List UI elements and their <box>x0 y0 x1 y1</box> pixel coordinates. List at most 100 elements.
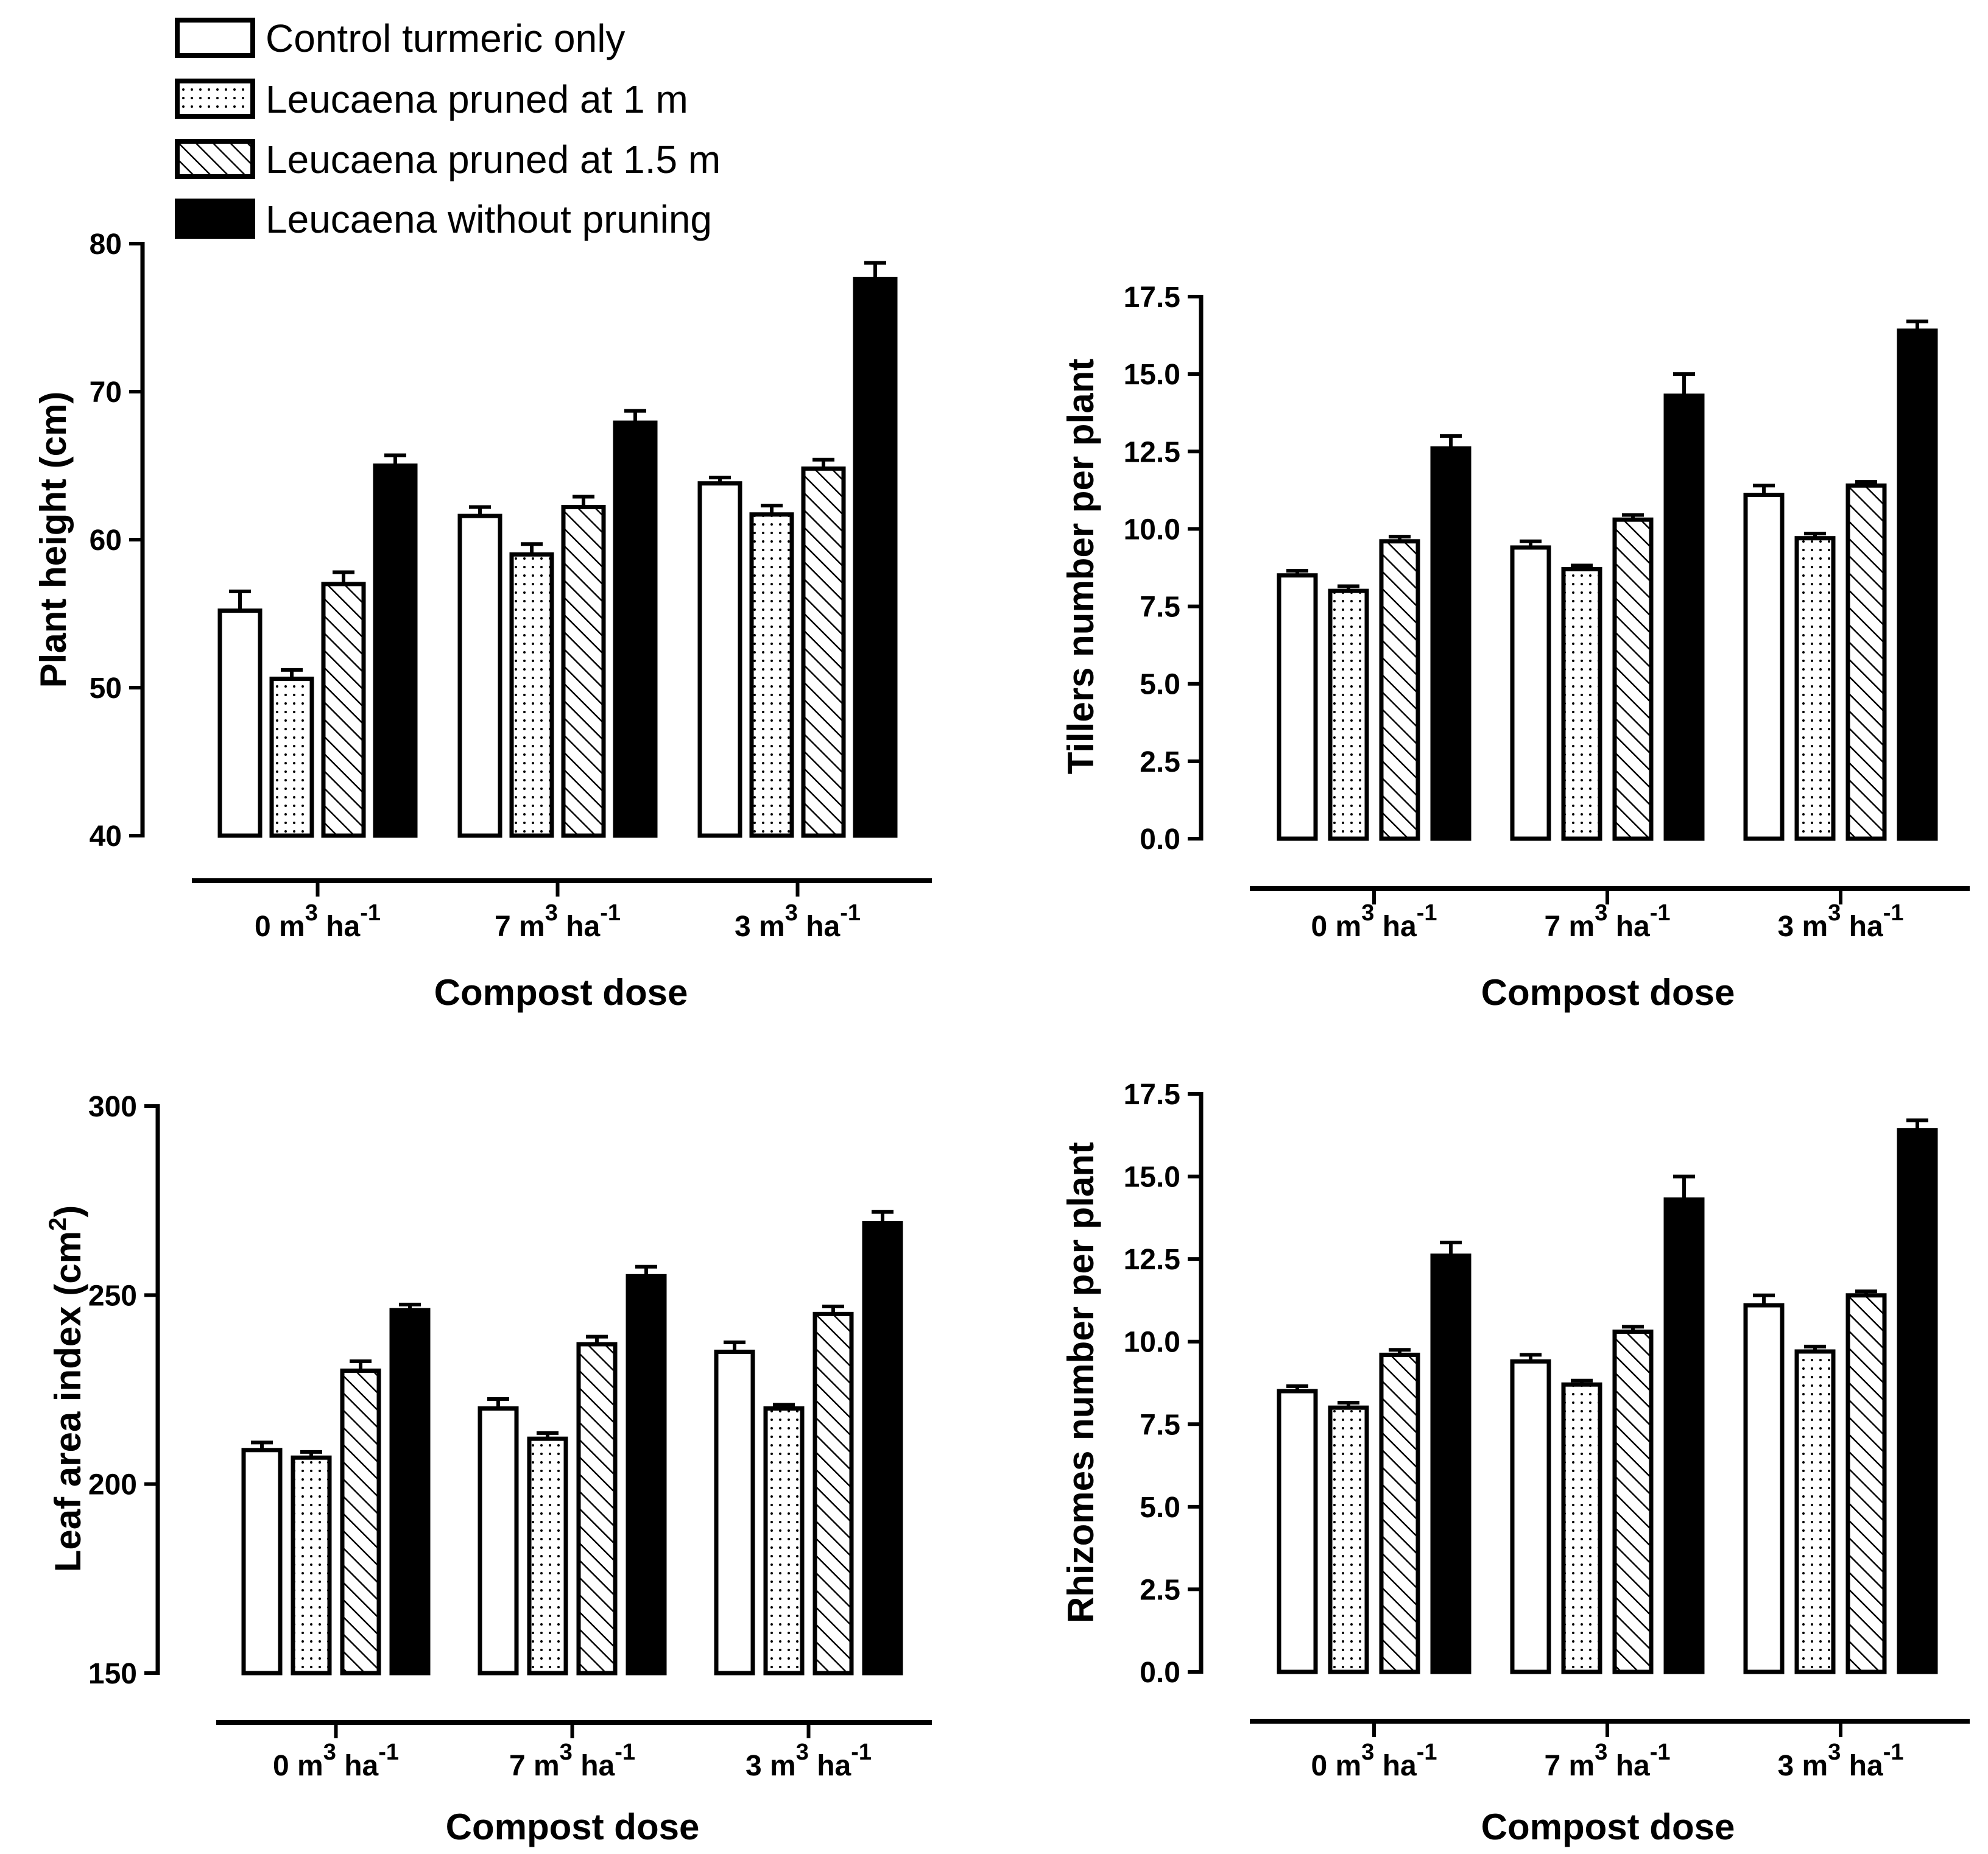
x-tick-num: 7 <box>509 1750 526 1782</box>
x-tick-exp2: -1 <box>1650 1739 1671 1765</box>
x-axis-title: Compost dose <box>446 1806 700 1847</box>
x-tick-unit2: ha <box>344 1750 378 1782</box>
x-tick-exp: 3 <box>545 900 558 926</box>
x-tick-unit: m <box>1569 1750 1595 1782</box>
bar-dots <box>1561 567 1602 841</box>
x-tick-unit2: ha <box>580 1750 615 1782</box>
y-tick-label: 70 <box>90 376 122 409</box>
y-tick-label: 5.0 <box>1140 669 1180 701</box>
bar-white <box>217 608 263 838</box>
x-tick-label: 3 m3 ha-1 <box>1777 1739 1903 1782</box>
x-tick-label: 7 m3 ha-1 <box>495 900 621 943</box>
y-tick-label: 2.5 <box>1140 1574 1180 1606</box>
legend-label: Leucaena without pruning <box>266 197 712 241</box>
y-tick-label: 12.5 <box>1124 1244 1180 1276</box>
y-tick-label: 10.0 <box>1124 513 1180 546</box>
x-tick-num: 0 <box>1311 911 1327 943</box>
x-tick-num: 3 <box>1777 1750 1794 1782</box>
x-axis-title: Compost dose <box>434 972 688 1013</box>
x-tick-unit: m <box>1802 911 1828 943</box>
y-tick-label: 300 <box>88 1091 137 1123</box>
x-tick-num: 3 <box>1777 911 1794 943</box>
x-tick-exp: 3 <box>323 1739 336 1765</box>
bar-hatch <box>1845 483 1887 841</box>
x-tick-unit: m <box>534 1750 560 1782</box>
bar-black <box>1897 328 1938 841</box>
x-tick-label: 3 m3 ha-1 <box>1777 900 1903 943</box>
y-tick-label: 2.5 <box>1140 746 1180 778</box>
y-axis-title: Rhizomes number per plant <box>1060 1142 1101 1623</box>
x-tick-exp2: -1 <box>840 900 861 926</box>
bar-dots <box>527 1436 568 1676</box>
bar-hatch <box>576 1342 618 1676</box>
y-tick-label: 0.0 <box>1140 1657 1180 1689</box>
bar-dots <box>1328 588 1369 841</box>
x-tick-exp2: -1 <box>1883 1739 1904 1765</box>
bar-dots <box>291 1455 332 1676</box>
y-tick-label: 17.5 <box>1124 281 1180 314</box>
x-tick-label: 0 m3 ha-1 <box>273 1739 399 1782</box>
x-tick-exp2: -1 <box>378 1739 399 1765</box>
y-axis-title-text: Rhizomes number per plant <box>1060 1142 1101 1623</box>
y-tick-label: 15.0 <box>1124 359 1180 391</box>
bar-black <box>1663 1197 1705 1674</box>
y-axis-title: Tillers number per plant <box>1060 359 1101 774</box>
bar-black <box>1897 1128 1938 1674</box>
bar-white <box>714 1349 755 1676</box>
bar-dots <box>269 676 314 838</box>
x-tick-unit2: ha <box>1849 1750 1883 1782</box>
bar-white <box>1510 545 1551 841</box>
bar-hatch <box>812 1311 854 1676</box>
bar-white <box>1277 573 1318 841</box>
y-tick-label: 17.5 <box>1124 1079 1180 1111</box>
bar-dots <box>1561 1382 1602 1674</box>
bar-black <box>613 420 658 838</box>
y-tick-label: 40 <box>90 820 122 853</box>
bar-dots <box>1794 536 1836 841</box>
x-tick-exp: 3 <box>560 1739 573 1765</box>
bar-white <box>478 1406 519 1676</box>
chart-tillers: 0.02.55.07.510.012.515.017.50 m3 ha-1 7 m… <box>1060 281 1970 1013</box>
x-tick-exp: 3 <box>785 900 798 926</box>
x-tick-unit: m <box>759 911 785 943</box>
bar-black <box>1430 446 1472 841</box>
x-tick-num: 0 <box>255 911 271 943</box>
chart-rhizomes: 0.02.55.07.510.012.515.017.50 m3 ha-1 7 m… <box>1060 1079 1970 1847</box>
x-tick-label: 3 m3 ha-1 <box>735 900 861 943</box>
bar-black <box>389 1308 431 1676</box>
x-tick-exp: 3 <box>1361 1739 1374 1765</box>
bar-hatch <box>1379 539 1420 841</box>
x-tick-label: 7 m3 ha-1 <box>509 1739 635 1782</box>
x-tick-exp2: -1 <box>1417 1739 1437 1765</box>
x-tick-unit2: ha <box>566 911 600 943</box>
x-tick-unit2: ha <box>1849 911 1883 943</box>
x-tick-unit: m <box>1336 911 1362 943</box>
bar-white <box>1277 1389 1318 1674</box>
x-tick-num: 3 <box>745 1750 762 1782</box>
y-tick-label: 7.5 <box>1140 591 1180 624</box>
y-tick-label: 250 <box>88 1280 137 1312</box>
x-tick-exp: 3 <box>1595 900 1607 926</box>
bar-black <box>1430 1253 1472 1674</box>
bar-dots <box>1794 1349 1836 1674</box>
x-tick-exp: 3 <box>1828 900 1841 926</box>
x-tick-exp: 3 <box>1595 1739 1607 1765</box>
x-tick-unit2: ha <box>806 911 840 943</box>
legend-swatch-white <box>175 18 255 58</box>
y-axis-title: Leaf area index (cm2) <box>44 1205 88 1572</box>
x-tick-exp2: -1 <box>615 1739 635 1765</box>
x-tick-exp2: -1 <box>1417 900 1437 926</box>
y-tick-label: 0.0 <box>1140 823 1180 856</box>
legend-label: Leucaena pruned at 1 m <box>266 77 688 121</box>
x-tick-unit: m <box>297 1750 323 1782</box>
legend-label: Leucaena pruned at 1.5 m <box>266 138 721 182</box>
x-tick-exp2: -1 <box>360 900 381 926</box>
y-axis-title: Plant height (cm) <box>33 392 74 688</box>
x-tick-exp: 3 <box>305 900 318 926</box>
x-axis-title: Compost dose <box>1481 1806 1735 1847</box>
x-tick-num: 7 <box>1544 1750 1560 1782</box>
x-tick-exp2: -1 <box>600 900 621 926</box>
y-tick-label: 150 <box>88 1658 137 1690</box>
